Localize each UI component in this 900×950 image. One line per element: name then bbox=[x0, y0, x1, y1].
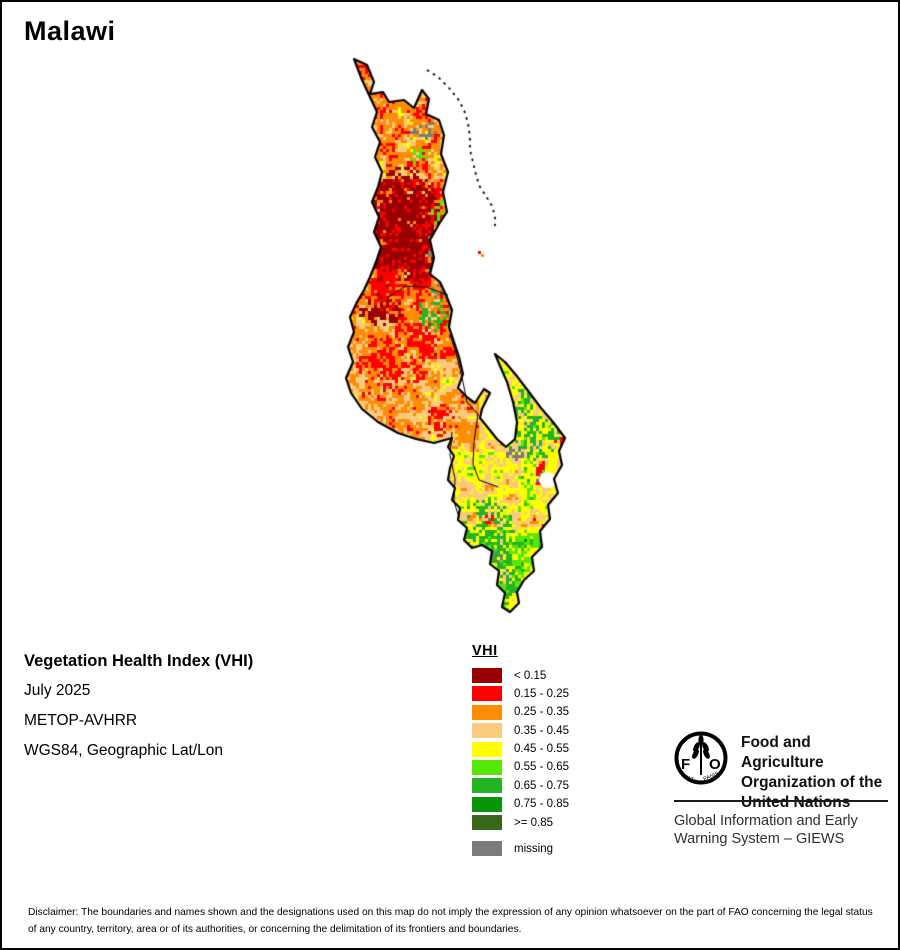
legend-item: 0.45 - 0.55 bbox=[472, 741, 569, 757]
legend-item: 0.35 - 0.45 bbox=[472, 723, 569, 739]
fao-motto-panis: PANIS bbox=[703, 771, 720, 783]
legend-swatch bbox=[472, 686, 502, 702]
legend-item: 0.65 - 0.75 bbox=[472, 778, 569, 794]
legend-missing-swatch bbox=[472, 841, 502, 857]
legend-item: 0.15 - 0.25 bbox=[472, 686, 569, 702]
legend-label: 0.75 - 0.85 bbox=[514, 798, 569, 811]
fao-org-name: Food and Agriculture Organization of the… bbox=[741, 734, 883, 811]
legend-items: < 0.15 0.15 - 0.25 0.25 - 0.35 0.35 - 0.45 0… bbox=[472, 668, 569, 831]
product-projection: WGS84, Geographic Lat/Lon bbox=[24, 742, 224, 759]
legend-swatch bbox=[472, 759, 502, 775]
legend-swatch bbox=[472, 796, 502, 812]
legend-label: 0.35 - 0.45 bbox=[514, 724, 569, 737]
product-info: Vegetation Health Index (VHI) July 2025 … bbox=[24, 652, 253, 772]
legend-item: < 0.15 bbox=[472, 668, 569, 683]
legend-label: < 0.15 bbox=[514, 669, 547, 682]
legend-swatch bbox=[472, 778, 502, 794]
page-title: Malawi bbox=[24, 16, 116, 46]
legend-swatch bbox=[472, 723, 502, 739]
legend-title: VHI bbox=[472, 643, 498, 659]
fao-logo-icon: F O FIAT PANIS bbox=[674, 731, 728, 785]
giews-label: Global Information and Early Warning Sys… bbox=[674, 813, 858, 847]
fao-letter-o: O bbox=[709, 756, 721, 773]
legend-label: 0.15 - 0.25 bbox=[514, 687, 569, 700]
legend-swatch bbox=[472, 704, 502, 720]
legend-item: 0.55 - 0.65 bbox=[472, 759, 569, 775]
product-date: July 2025 bbox=[24, 682, 91, 699]
legend-item: 0.75 - 0.85 bbox=[472, 796, 569, 812]
legend-item: >= 0.85 bbox=[472, 815, 569, 831]
fao-divider bbox=[674, 800, 888, 802]
legend-swatch bbox=[472, 815, 502, 831]
fao-letter-f: F bbox=[681, 756, 690, 773]
legend-label: 0.25 - 0.35 bbox=[514, 706, 569, 719]
wheat-ear-icon bbox=[692, 735, 710, 775]
legend-item: 0.25 - 0.35 bbox=[472, 704, 569, 720]
legend-label: 0.55 - 0.65 bbox=[514, 761, 569, 774]
vhi-legend: VHI < 0.15 0.15 - 0.25 0.25 - 0.35 0.35 - 0… bbox=[472, 643, 569, 860]
fao-motto-fiat: FIAT bbox=[681, 774, 695, 784]
legend-swatch bbox=[472, 668, 502, 683]
legend-missing-label: missing bbox=[514, 842, 553, 855]
disclaimer-text: Disclaimer: The boundaries and names sho… bbox=[28, 907, 873, 935]
product-sensor: METOP-AVHRR bbox=[24, 712, 138, 729]
legend-swatch bbox=[472, 741, 502, 757]
legend-label: 0.45 - 0.55 bbox=[514, 743, 569, 756]
legend-item-missing: missing bbox=[472, 841, 569, 857]
product-title: Vegetation Health Index (VHI) bbox=[24, 652, 254, 670]
legend-label: >= 0.85 bbox=[514, 816, 554, 829]
legend-label: 0.65 - 0.75 bbox=[514, 779, 569, 792]
